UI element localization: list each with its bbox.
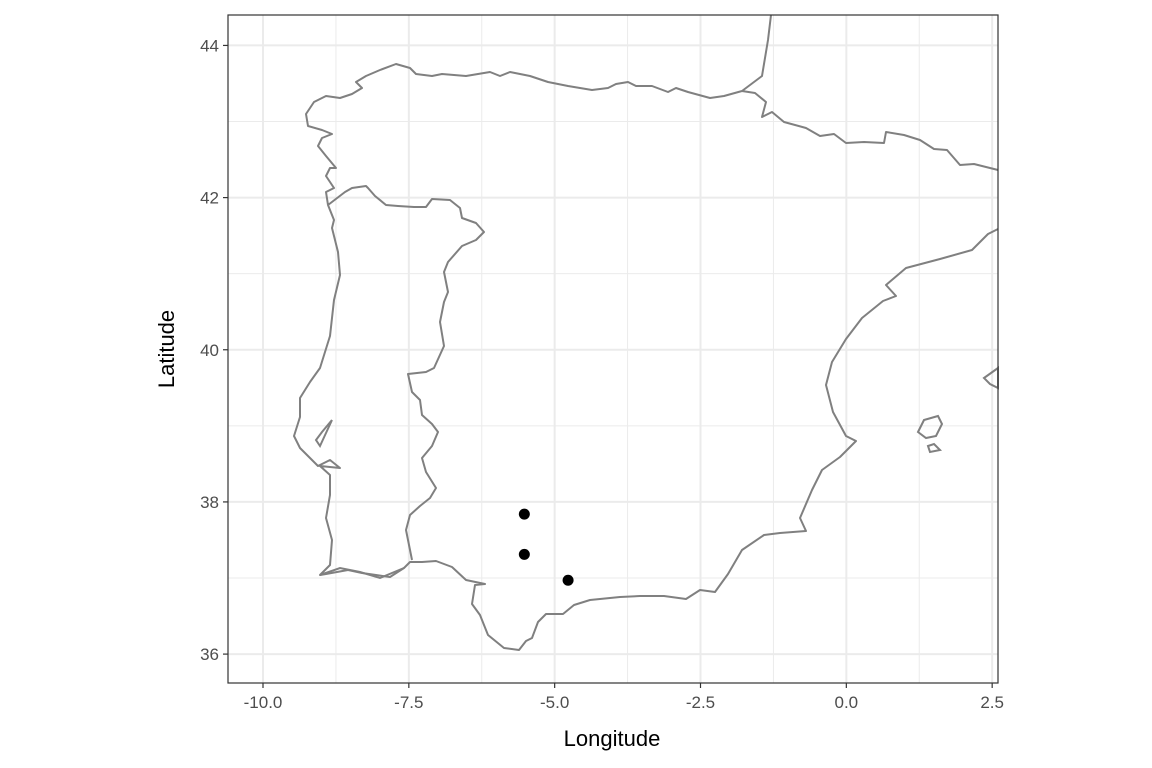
spain-france-border	[741, 14, 772, 92]
y-tick-label: 36	[200, 645, 219, 664]
x-tick-label: -5.0	[540, 693, 569, 712]
y-axis-tick-labels: 36 38 40 42 44	[200, 36, 219, 664]
x-tick-label: 0.0	[835, 693, 859, 712]
x-tick-label: -10.0	[244, 693, 283, 712]
data-point	[518, 548, 530, 560]
data-point	[518, 508, 530, 520]
ibiza-island	[926, 442, 943, 454]
y-tick-label: 38	[200, 493, 219, 512]
major-gridlines	[228, 15, 998, 683]
iberia-outline	[293, 63, 999, 651]
y-axis-title: Latitude	[154, 310, 179, 388]
y-tick-label: 44	[200, 36, 219, 55]
data-points	[518, 508, 574, 586]
tagus-estuary	[314, 419, 333, 449]
x-tick-label: -7.5	[394, 693, 423, 712]
y-tick-label: 42	[200, 189, 219, 208]
x-tick-label: 2.5	[980, 693, 1004, 712]
panel-border	[227, 14, 999, 684]
axis-ticks	[223, 44, 993, 688]
x-tick-label: -2.5	[686, 693, 715, 712]
x-axis-title: Longitude	[564, 726, 661, 751]
mallorca-island	[916, 414, 944, 440]
x-axis-tick-labels: -10.0 -7.5 -5.0 -2.5 0.0 2.5	[244, 693, 1004, 712]
data-point	[562, 574, 574, 586]
y-tick-label: 40	[200, 341, 219, 360]
iberia-basemap	[293, 14, 999, 651]
portugal-south-coast	[319, 566, 405, 580]
